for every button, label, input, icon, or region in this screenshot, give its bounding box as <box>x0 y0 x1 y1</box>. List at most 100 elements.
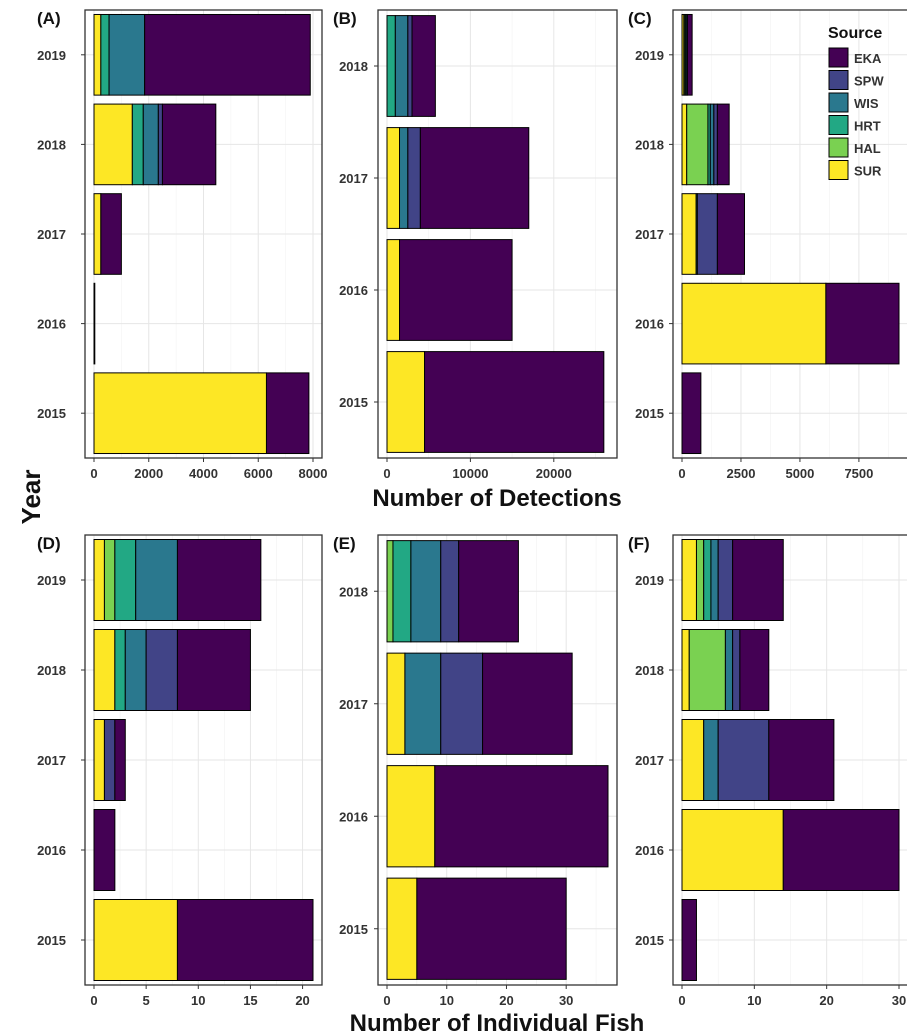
bar-segment-wis-2019 <box>108 13 146 96</box>
bar-segment-spw-2018 <box>713 103 718 186</box>
x-tick-label: 0 <box>383 466 390 481</box>
bar-segment-sur-2018 <box>681 629 690 711</box>
bar-segment-sur-2017 <box>681 193 697 275</box>
legend-swatch-hal <box>828 137 849 158</box>
y-tick-label: 2015 <box>37 406 66 421</box>
bar-segment-eka-2016 <box>93 282 96 365</box>
y-tick-label: 2017 <box>339 171 368 186</box>
x-tick-label: 7500 <box>844 466 873 481</box>
x-axis-title-bottom: Number of Individual Fish <box>350 1010 645 1035</box>
bar-segment-hal-2018 <box>688 629 726 711</box>
x-tick-label: 8000 <box>299 466 328 481</box>
bar-segment-sur-2019 <box>93 539 105 621</box>
y-tick-label: 2015 <box>37 933 66 948</box>
x-tick-label: 4000 <box>189 466 218 481</box>
legend-label-wis: WIS <box>854 96 879 111</box>
bar-segment-hal-2019 <box>695 539 705 621</box>
bar-segment-spw-2017 <box>440 652 484 755</box>
x-tick-label: 30 <box>559 993 573 1008</box>
bar-segment-wis-2018 <box>394 15 409 117</box>
bar-segment-spw-2018 <box>440 540 460 643</box>
bar-segment-spw-2017 <box>407 127 421 229</box>
bar-segment-eka-2016 <box>434 765 609 868</box>
bar-segment-sur-2018 <box>93 629 116 711</box>
bar-segment-eka-2017 <box>768 719 835 801</box>
bar-segment-wis-2018 <box>709 103 715 186</box>
panel-e: 2015 2016 2017 2018 0 10 20 30 (E) <box>333 534 618 1008</box>
bar-segment-sur-2018 <box>681 103 688 186</box>
bar-segment-eka-2017 <box>482 652 573 755</box>
x-tick-label: 30 <box>892 993 906 1008</box>
bar-segment-spw-2018 <box>145 629 178 711</box>
bar-segment-hrt-2019 <box>703 539 712 621</box>
bar-segment-sur-2016 <box>386 239 401 341</box>
y-tick-label: 2016 <box>339 809 368 824</box>
x-tick-label: 5000 <box>785 466 814 481</box>
bar-segment-spw-2018 <box>732 629 741 711</box>
bar-segment-hal-2018 <box>386 540 394 643</box>
x-axis-title-top: Number of Detections <box>372 485 621 512</box>
bar-segment-eka-2016 <box>825 282 900 365</box>
bar-segment-hal-2018 <box>686 103 709 186</box>
bar-segment-hrt-2018 <box>131 103 144 186</box>
x-tick-label: 10 <box>439 993 453 1008</box>
bar-segment-sur-2015 <box>93 899 178 981</box>
bar-segment-wis-2019 <box>135 539 178 621</box>
panel-label: (C) <box>628 9 652 28</box>
y-tick-label: 2015 <box>339 395 368 410</box>
panel-border <box>377 534 618 986</box>
bar-segment-eka-2019 <box>732 539 784 621</box>
panel-c: 2015 2016 2017 2018 2019 0 2500 5000 7500 (C) <box>628 9 907 481</box>
y-tick-label: 2019 <box>37 573 66 588</box>
bar-segment-eka-2015 <box>176 899 314 981</box>
x-tick-label: 0 <box>383 993 390 1008</box>
y-tick-label: 2017 <box>635 227 664 242</box>
bar-segment-hrt-2019 <box>114 539 137 621</box>
x-tick-label: 10 <box>191 993 205 1008</box>
bar-segment-eka-2016 <box>782 809 900 891</box>
panel-label: (F) <box>628 534 650 553</box>
bar-segment-wis-2018 <box>410 540 442 643</box>
x-tick-label: 20 <box>819 993 833 1008</box>
legend-title: Source <box>828 25 882 42</box>
y-tick-label: 2018 <box>339 584 368 599</box>
x-tick-label: 6000 <box>244 466 273 481</box>
x-tick-label: 2000 <box>134 466 163 481</box>
bar-segment-hrt-2018 <box>386 15 396 117</box>
bar-segment-sur-2015 <box>386 877 418 980</box>
x-tick-label: 20 <box>295 993 309 1008</box>
bar-segment-eka-2018 <box>161 103 217 186</box>
panel-f: 2015 2016 2017 2018 2019 0 10 20 30 (F) <box>628 534 907 1008</box>
legend-label-spw: SPW <box>854 74 884 89</box>
panel-label: (E) <box>333 534 356 553</box>
x-tick-label: 5 <box>143 993 150 1008</box>
bar-segment-eka-2018 <box>458 540 519 643</box>
y-tick-label: 2016 <box>37 843 66 858</box>
legend-label-hrt: HRT <box>854 119 881 134</box>
y-tick-label: 2018 <box>635 663 664 678</box>
y-tick-label: 2017 <box>339 697 368 712</box>
bar-segment-sur-2015 <box>386 351 426 453</box>
x-tick-label: 20 <box>499 993 513 1008</box>
bar-segment-sur-2017 <box>386 127 401 229</box>
x-tick-label: 10000 <box>452 466 488 481</box>
panel-border <box>84 534 323 986</box>
y-tick-label: 2018 <box>635 137 664 152</box>
panel-border <box>672 534 907 986</box>
bar-segment-spw-2017 <box>103 719 116 801</box>
y-tick-label: 2017 <box>37 753 66 768</box>
bar-segment-eka-2015 <box>681 372 702 455</box>
bar-segment-eka-2018 <box>176 629 251 711</box>
panel-border <box>672 9 907 459</box>
bar-segment-wis-2018 <box>724 629 734 711</box>
y-tick-label: 2018 <box>339 59 368 74</box>
y-tick-label: 2019 <box>635 48 664 63</box>
panel-label: (B) <box>333 9 357 28</box>
bar-segment-eka-2018 <box>739 629 770 711</box>
legend-label-sur: SUR <box>854 164 882 179</box>
y-tick-label: 2015 <box>635 406 664 421</box>
bar-segment-wis-2017 <box>404 652 442 755</box>
x-tick-label: 10 <box>747 993 761 1008</box>
bar-segment-eka-2015 <box>424 351 605 453</box>
